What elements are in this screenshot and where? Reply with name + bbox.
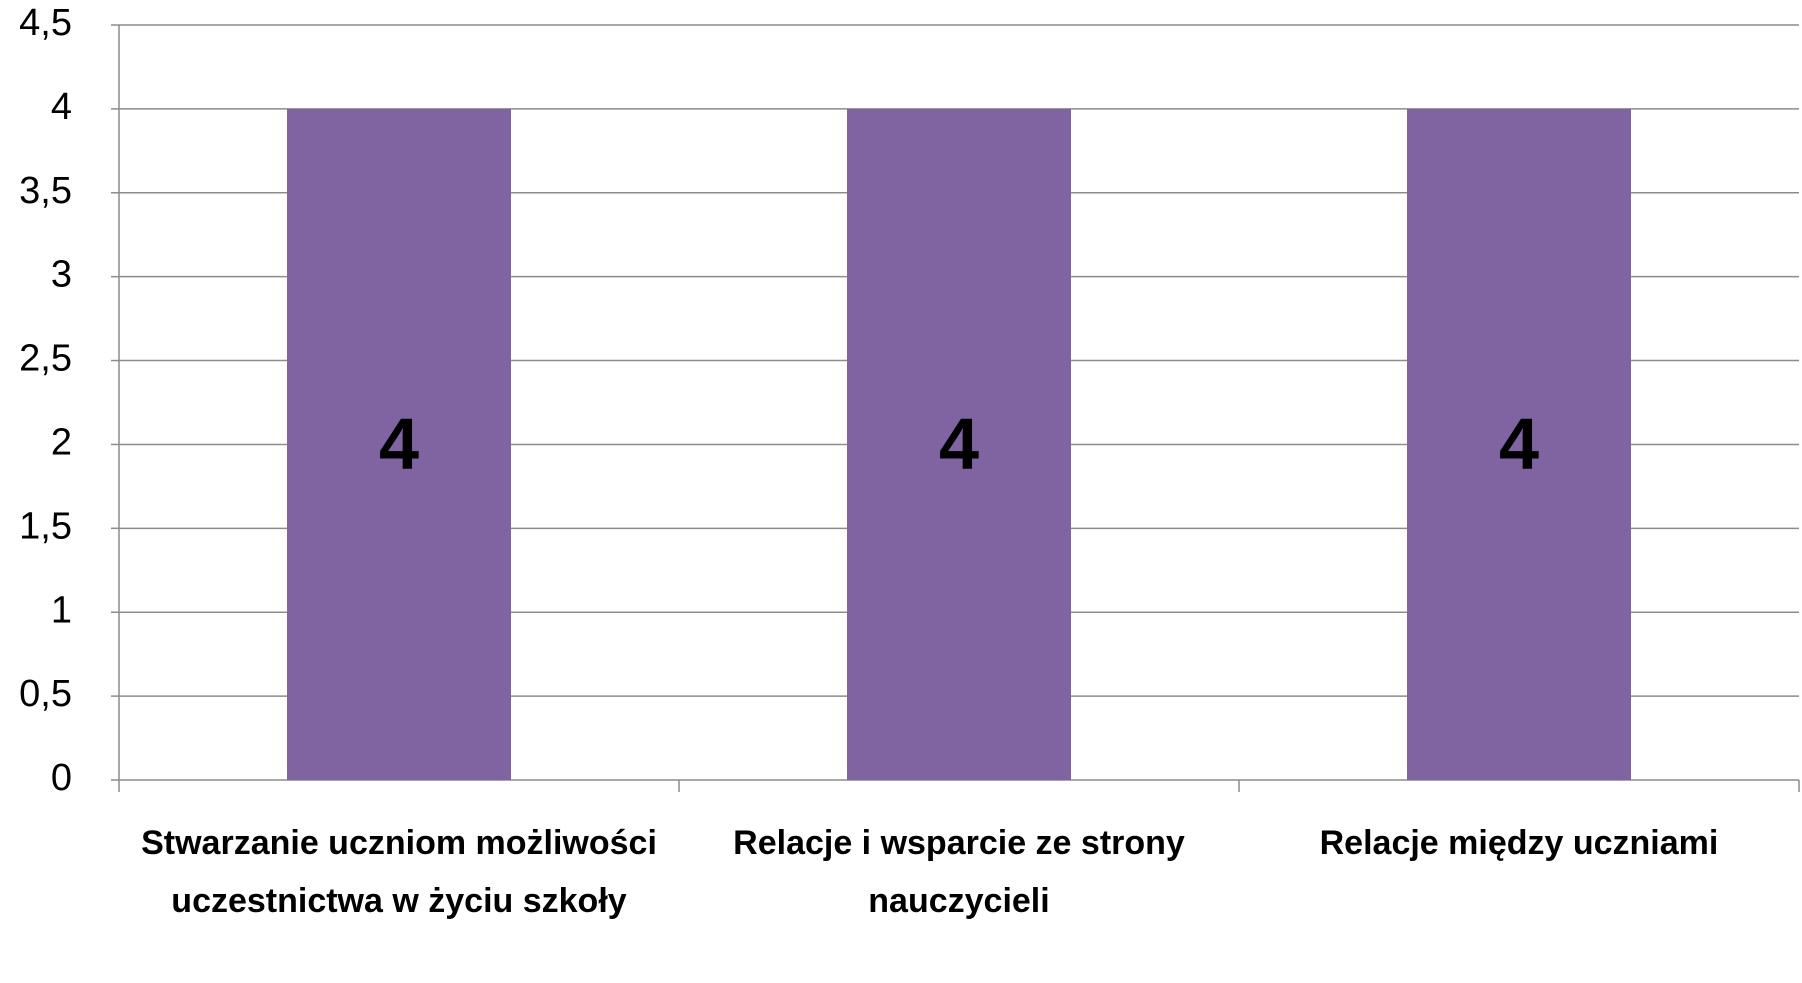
y-tick-label: 2 bbox=[51, 421, 72, 463]
data-label: 4 bbox=[379, 404, 419, 484]
y-tick-label: 1,5 bbox=[19, 505, 72, 547]
bar bbox=[1407, 108, 1631, 780]
y-tick-label: 3 bbox=[51, 254, 72, 296]
y-tick-label: 2,5 bbox=[19, 338, 72, 380]
data-label: 4 bbox=[1499, 404, 1539, 484]
y-tick-label: 3,5 bbox=[19, 170, 72, 212]
data-label: 4 bbox=[939, 404, 979, 484]
x-tick-label: Stwarzanie uczniom możliwości uczestnict… bbox=[141, 824, 657, 920]
y-tick-label: 1 bbox=[51, 589, 72, 631]
y-tick-label: 0 bbox=[51, 757, 72, 799]
x-tick-label: Relacje między uczniami bbox=[1319, 824, 1719, 862]
bar bbox=[847, 108, 1071, 780]
x-tick-label: Relacje i wsparcie ze strony nauczycieli bbox=[733, 824, 1185, 920]
bar bbox=[287, 108, 511, 780]
y-tick-label: 0,5 bbox=[19, 673, 72, 715]
y-tick-label: 4,5 bbox=[19, 2, 72, 44]
y-tick-label: 4 bbox=[51, 86, 72, 128]
